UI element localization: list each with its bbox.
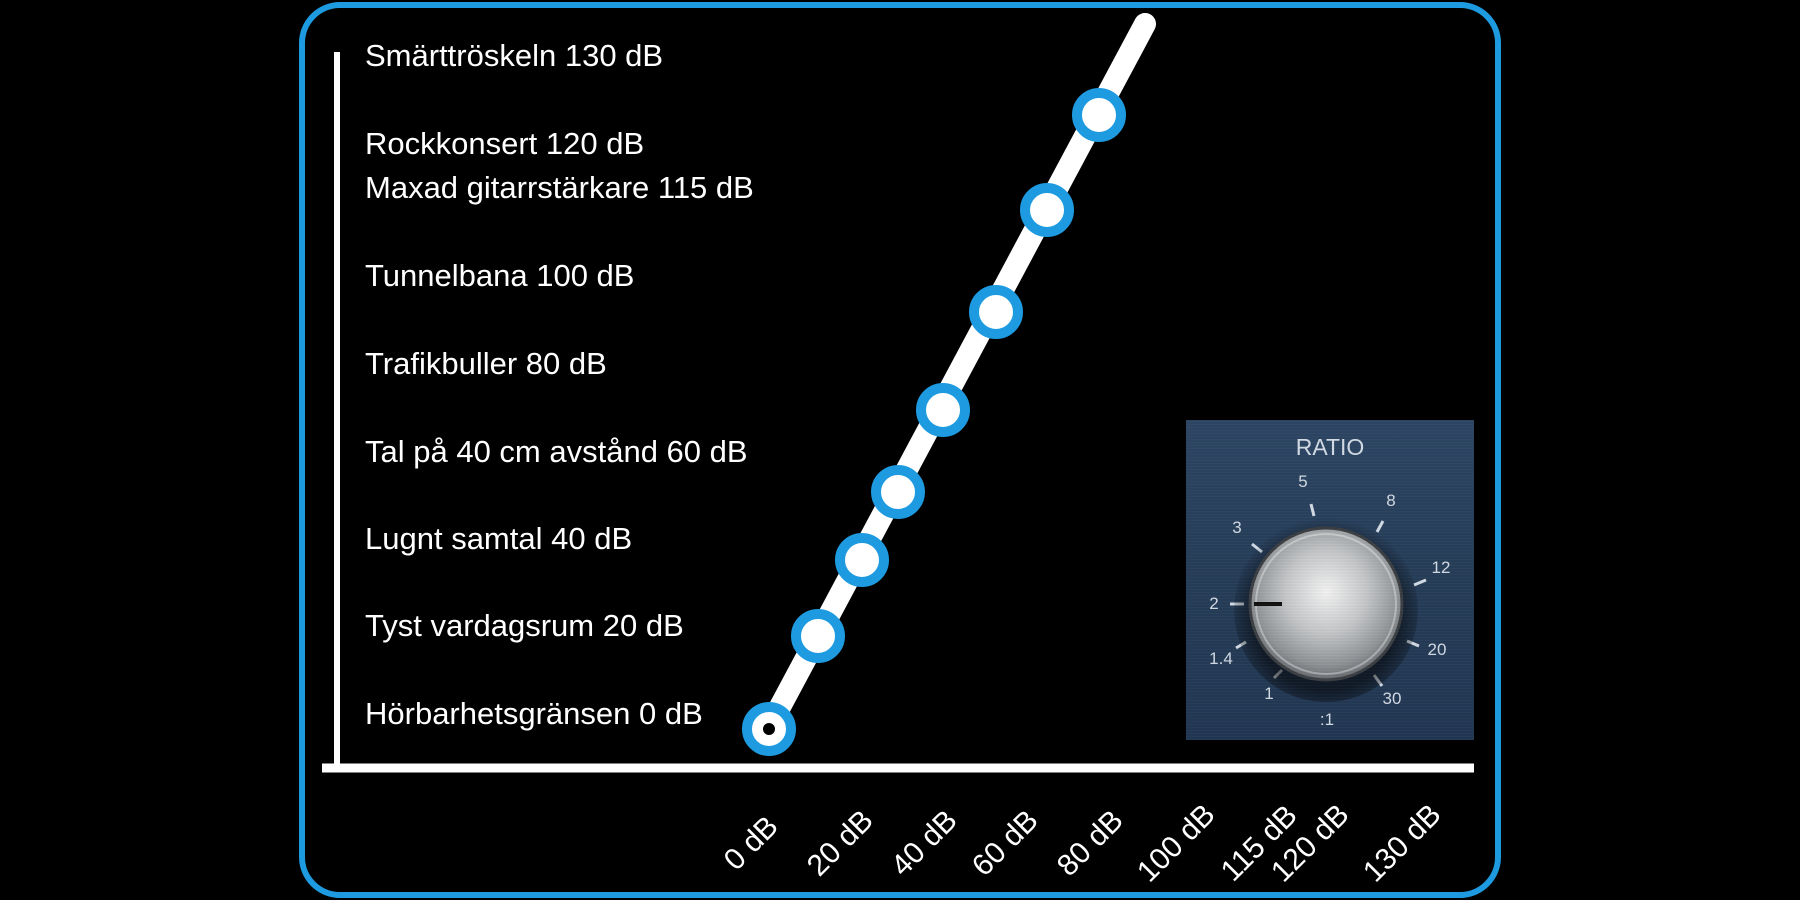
- level-label: Tyst vardagsrum 20 dB: [365, 608, 684, 643]
- ratio-unit-label: :1: [1320, 710, 1334, 729]
- ratio-scale-label: 3: [1232, 518, 1241, 537]
- level-labels: Smärttröskeln 130 dB Rockkonsert 120 dB Ma…: [365, 38, 754, 731]
- level-label: Lugnt samtal 40 dB: [365, 521, 632, 556]
- level-label: Tunnelbana 100 dB: [365, 258, 634, 293]
- level-marker: [1072, 88, 1126, 142]
- ratio-scale-label: 5: [1298, 472, 1307, 491]
- level-label: Tal på 40 cm avstånd 60 dB: [365, 434, 748, 469]
- level-label: Trafikbuller 80 dB: [365, 346, 607, 381]
- ratio-scale-label: 20: [1428, 640, 1447, 659]
- ratio-knob[interactable]: [1248, 526, 1404, 682]
- ratio-scale-tick: [1375, 520, 1385, 533]
- ratio-scale-label: 1: [1264, 684, 1273, 703]
- ratio-knob-panel: RATIO 1 1.4 2 3 5 8 12 20 30 :1: [1186, 420, 1474, 740]
- ratio-scale-label: 12: [1432, 558, 1451, 577]
- level-marker: [871, 465, 925, 519]
- origin-dot: [763, 723, 775, 735]
- level-label: Hörbarhetsgränsen 0 dB: [365, 696, 703, 731]
- ratio-scale-label: 2: [1209, 594, 1218, 613]
- level-marker: [969, 285, 1023, 339]
- level-marker: [916, 383, 970, 437]
- ratio-scale-label: 8: [1386, 491, 1395, 510]
- ratio-knob-graphic: RATIO 1 1.4 2 3 5 8 12 20 30 :1: [1209, 434, 1451, 729]
- level-markers: [742, 88, 1126, 756]
- level-label: Maxad gitarrstärkare 115 dB: [365, 170, 754, 205]
- ratio-scale-label: 30: [1383, 689, 1402, 708]
- level-marker: [1020, 183, 1074, 237]
- level-label: Rockkonsert 120 dB: [365, 126, 644, 161]
- ratio-scale-tick: [1413, 578, 1427, 587]
- ratio-title: RATIO: [1296, 434, 1365, 460]
- ratio-scale-tick: [1309, 503, 1316, 517]
- level-marker: [791, 609, 845, 663]
- level-label: Smärttröskeln 130 dB: [365, 38, 663, 73]
- level-marker: [835, 533, 889, 587]
- ratio-scale-label: 1.4: [1209, 649, 1233, 668]
